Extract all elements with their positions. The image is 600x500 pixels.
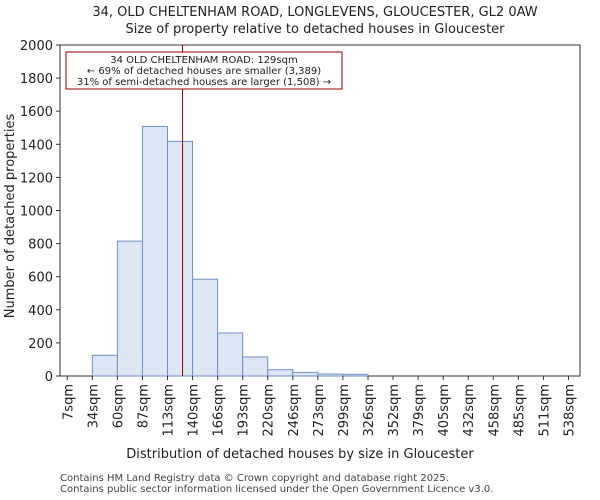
x-tick-label: 87sqm [136,384,151,428]
bar-87sqm [141,125,169,377]
x-axis-label: Distribution of detached houses by size … [126,447,474,462]
x-tick-label: 220sqm [262,384,277,437]
y-tick-label: 1600 [20,105,53,120]
x-tick-label: 511sqm [537,384,552,437]
y-tick-label: 1800 [20,72,53,87]
x-tick-label: 432sqm [462,384,477,437]
bar-299sqm [342,373,369,377]
bar-220sqm [267,369,294,377]
bar-246sqm [292,371,319,377]
x-tick-label: 458sqm [487,384,502,437]
y-tick-label: 1200 [20,171,53,186]
y-tick-label: 400 [28,304,53,319]
bar-273sqm [317,373,344,377]
footer-line-2: Contains public sector information licen… [60,484,494,495]
y-tick-label: 2000 [20,39,53,54]
x-ticks-group: 7sqm 34sqm 60sqm 87sqm 113sqm 140sqm 166sqm 193… [61,376,577,437]
y-axis-label: Number of detached properties [3,114,18,319]
x-tick-label: 246sqm [287,384,302,437]
bar-60sqm [116,240,143,377]
bar-193sqm [242,356,269,377]
x-tick-label: 326sqm [362,384,377,437]
annotation-box [65,51,343,90]
footer-line-1: Contains HM Land Registry data © Crown c… [60,473,449,484]
x-tick-label: 379sqm [412,384,427,437]
y-ticks-group: 0 200 400 600 800 1000 1200 1400 1600 1800 2000 [20,39,60,385]
x-tick-label: 352sqm [387,384,402,437]
chart-subtitle: Size of property relative to detached ho… [125,22,505,37]
y-tick-label: 1000 [20,205,53,220]
bars-group [91,125,369,377]
x-tick-label: 273sqm [312,384,327,437]
x-tick-label: 166sqm [212,384,227,437]
x-tick-label: 299sqm [337,384,352,437]
x-tick-label: 538sqm [562,384,577,437]
y-tick-label: 800 [28,238,53,253]
x-tick-label: 193sqm [237,384,252,437]
bar-34sqm [91,354,118,377]
bar-113sqm [167,140,194,377]
y-tick-label: 200 [28,337,53,352]
x-tick-label: 485sqm [512,384,527,437]
x-tick-label: 113sqm [162,384,177,437]
annotation-line-3: 31% of semi-detached houses are larger (… [77,77,331,88]
annotation-line-2: ← 69% of detached houses are smaller (3,… [87,66,321,77]
x-tick-label: 405sqm [437,384,452,437]
y-tick-label: 1400 [20,138,53,153]
bar-166sqm [217,332,244,377]
y-tick-label: 600 [28,271,53,286]
x-tick-label: 7sqm [61,384,76,420]
y-tick-label: 0 [45,370,53,385]
x-tick-label: 60sqm [111,384,126,428]
x-tick-label: 140sqm [187,384,202,437]
annotation-line-1: 34 OLD CHELTENHAM ROAD: 129sqm [110,55,297,66]
bar-140sqm [192,278,219,377]
chart-title: 34, OLD CHELTENHAM ROAD, LONGLEVENS, GLO… [92,5,537,20]
x-tick-label: 34sqm [86,384,101,428]
